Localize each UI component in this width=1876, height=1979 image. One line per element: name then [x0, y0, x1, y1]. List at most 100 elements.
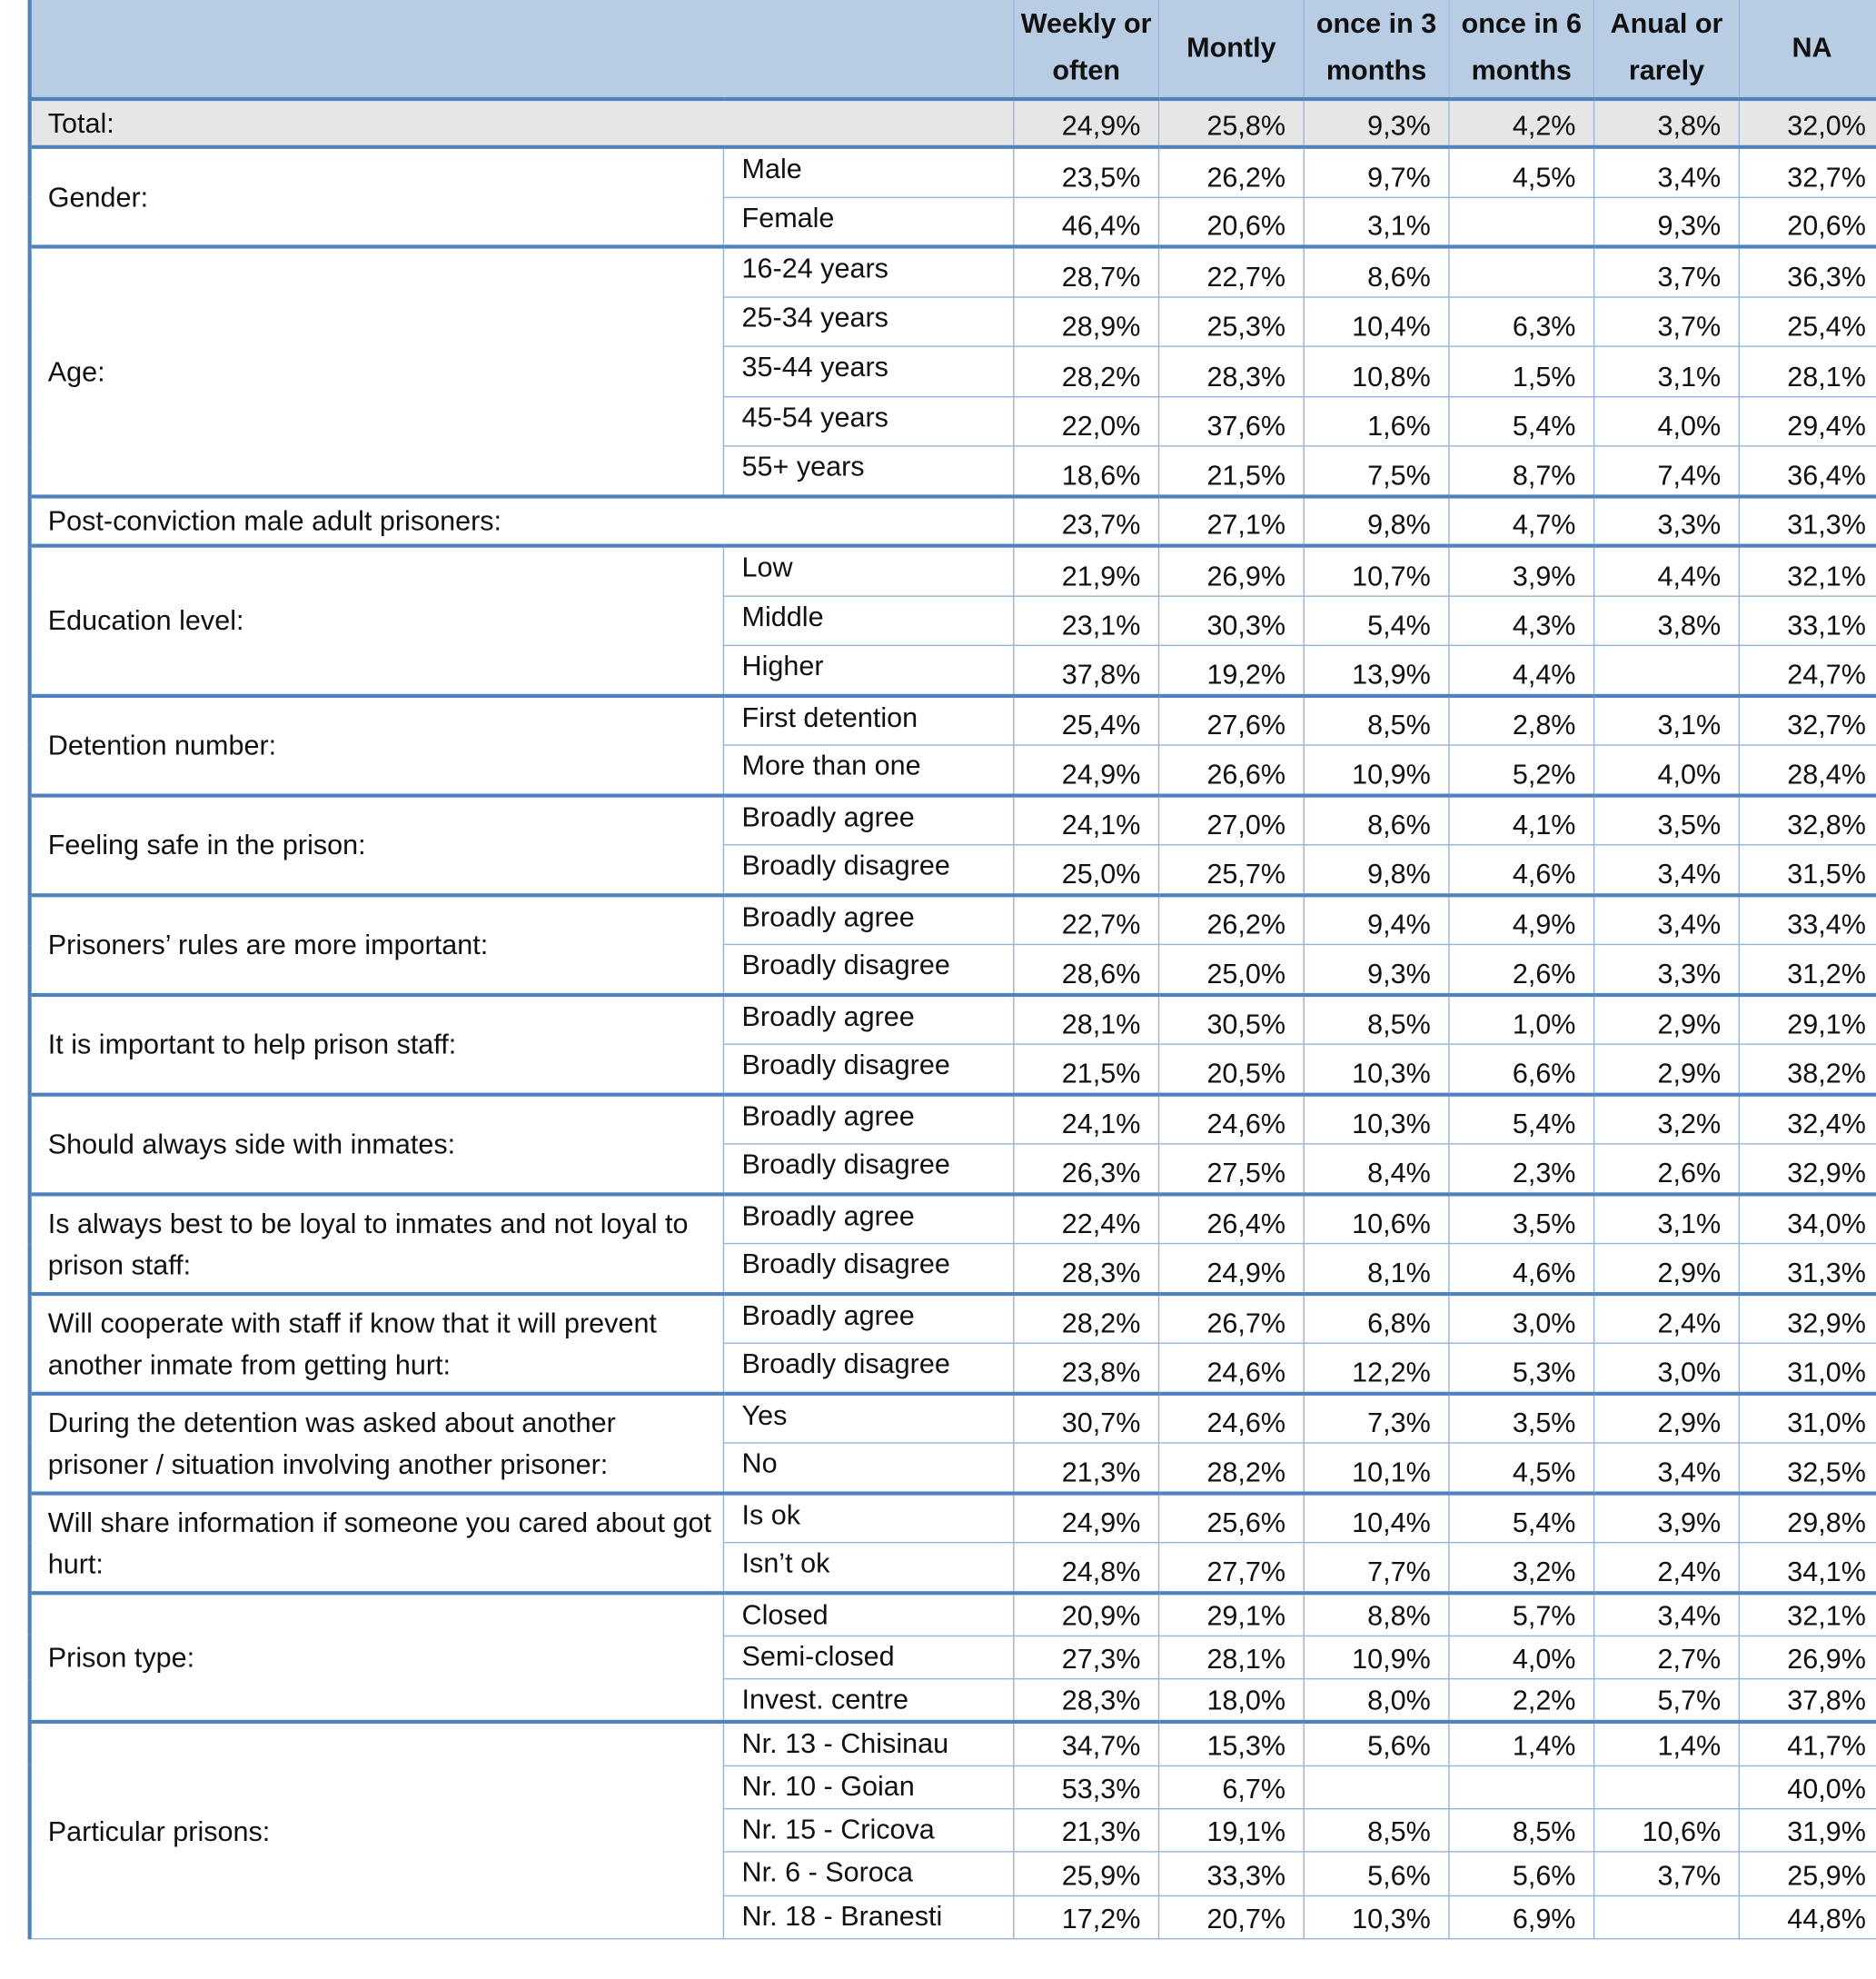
table-row: Nr. 10 - Goian 53,3% 6,7% 40,0%	[30, 1765, 1876, 1810]
value-cell: 25,6%	[1157, 1490, 1305, 1544]
value-cell: 31,0%	[1738, 1391, 1876, 1444]
value-cell: 34,7%	[1013, 1720, 1160, 1766]
value-cell: 24,9%	[1157, 1242, 1305, 1295]
value-cell: 2,4%	[1593, 1542, 1741, 1594]
value-cell: 28,2%	[1013, 1291, 1160, 1344]
value-cell: 3,7%	[1593, 244, 1741, 298]
value-cell: 27,1%	[1157, 493, 1305, 547]
value-cell: 22,7%	[1157, 244, 1305, 298]
value-cell: 25,3%	[1157, 295, 1305, 347]
value-cell: 23,1%	[1013, 594, 1160, 647]
value-cell: 24,7%	[1738, 644, 1876, 696]
value-cell: 7,3%	[1303, 1391, 1450, 1444]
group-label: Gender:	[27, 144, 725, 248]
value-cell: 17,2%	[1013, 1894, 1160, 1940]
table-row: Isn’t ok 24,8% 27,7% 7,7% 3,2% 2,4% 34,1%	[30, 1542, 1876, 1594]
value-cell: 10,4%	[1303, 295, 1450, 347]
value-cell: 3,7%	[1593, 1851, 1741, 1896]
value-cell: 4,3%	[1448, 594, 1595, 647]
table-row: Invest. centre 28,3% 18,0% 8,0% 2,2% 5,7% 37,8…	[30, 1678, 1876, 1724]
column-header: NA	[1738, 0, 1876, 102]
value-cell: 8,6%	[1303, 244, 1450, 298]
value-cell: 2,9%	[1593, 992, 1741, 1045]
value-cell: 5,3%	[1448, 1342, 1595, 1394]
value-cell: 3,8%	[1593, 594, 1741, 647]
value-cell: 37,6%	[1157, 395, 1305, 447]
value-cell: 24,9%	[1013, 96, 1160, 148]
value-cell: 38,2%	[1738, 1043, 1876, 1095]
value-cell: 12,2%	[1303, 1342, 1450, 1394]
group-label: Particular prisons:	[27, 1720, 725, 1940]
value-cell: 9,3%	[1593, 195, 1741, 248]
value-cell: 8,1%	[1303, 1242, 1450, 1295]
value-cell: 10,9%	[1303, 744, 1450, 796]
value-cell: 3,0%	[1593, 1342, 1741, 1394]
table-row: Should always side with inmates: Broadly …	[27, 1091, 1876, 1195]
value-cell: 4,4%	[1448, 644, 1595, 696]
row-label: Semi-closed	[722, 1635, 1015, 1680]
value-cell: 8,5%	[1303, 693, 1450, 746]
value-cell: 25,9%	[1013, 1851, 1160, 1896]
value-cell: 20,9%	[1013, 1590, 1160, 1636]
value-cell: 23,8%	[1013, 1342, 1160, 1394]
table-row: During the detention was asked about ano…	[27, 1391, 1876, 1494]
value-cell: 10,3%	[1303, 1091, 1450, 1145]
value-cell: 3,2%	[1448, 1542, 1595, 1594]
value-cell: 26,3%	[1013, 1143, 1160, 1195]
value-cell: 9,7%	[1303, 144, 1450, 198]
value-cell: 8,6%	[1303, 792, 1450, 846]
value-cell: 32,0%	[1738, 96, 1876, 148]
row-label: 55+ years	[722, 445, 1015, 497]
row-label: Is ok	[722, 1490, 1015, 1544]
value-cell: 4,7%	[1448, 493, 1595, 547]
row-label: Broadly disagree	[722, 1143, 1015, 1195]
value-cell: 8,8%	[1303, 1590, 1450, 1636]
table-row: Total: 24,9% 25,8% 9,3% 4,2% 3,8% 32,0%	[27, 96, 1876, 148]
row-label: Yes	[722, 1391, 1015, 1444]
value-cell: 32,1%	[1738, 543, 1876, 597]
value-cell	[1448, 195, 1595, 248]
table-row: More than one 24,9% 26,6% 10,9% 5,2% 4,0% 28,4…	[30, 744, 1876, 796]
value-cell: 28,4%	[1738, 744, 1876, 796]
value-cell: 8,7%	[1448, 445, 1595, 497]
value-cell: 5,4%	[1303, 594, 1450, 647]
value-cell: 40,0%	[1738, 1765, 1876, 1810]
table-row: Nr. 6 - Soroca 25,9% 33,3% 5,6% 5,6% 3,7% 25,9…	[30, 1851, 1876, 1896]
row-label: Nr. 13 - Chisinau	[722, 1720, 1015, 1766]
value-cell: 3,4%	[1593, 144, 1741, 198]
value-cell: 31,3%	[1738, 1242, 1876, 1295]
table-row: Prison type: Closed 20,9% 29,1% 8,8% 5,7% 3,4%…	[27, 1590, 1876, 1724]
value-cell: 26,9%	[1157, 543, 1305, 597]
value-cell: 26,2%	[1157, 144, 1305, 198]
value-cell: 22,0%	[1013, 395, 1160, 447]
data-table: Weekly or often Montly once in 3 months onc…	[27, 0, 1876, 1940]
value-cell: 4,2%	[1448, 96, 1595, 148]
value-cell: 7,7%	[1303, 1542, 1450, 1594]
value-cell: 18,0%	[1157, 1678, 1305, 1724]
value-cell: 25,8%	[1157, 96, 1305, 148]
value-cell: 5,7%	[1593, 1678, 1741, 1724]
value-cell: 3,8%	[1593, 96, 1741, 148]
value-cell: 27,6%	[1157, 693, 1305, 746]
value-cell: 3,3%	[1593, 493, 1741, 547]
value-cell: 8,4%	[1303, 1143, 1450, 1195]
row-label: Nr. 15 - Cricova	[722, 1807, 1015, 1854]
row-label: Broadly disagree	[722, 1043, 1015, 1095]
value-cell: 19,2%	[1157, 644, 1305, 696]
table-row: Post-conviction male adult prisoners: 23,…	[27, 493, 1876, 547]
value-cell: 31,9%	[1738, 1807, 1876, 1854]
value-cell: 25,7%	[1157, 844, 1305, 896]
value-cell: 27,3%	[1013, 1635, 1160, 1680]
value-cell: 28,1%	[1157, 1635, 1305, 1680]
value-cell: 5,6%	[1448, 1851, 1595, 1896]
table-row: Higher 37,8% 19,2% 13,9% 4,4% 24,7%	[30, 644, 1876, 696]
column-header: Montly	[1157, 0, 1305, 102]
value-cell: 27,0%	[1157, 792, 1305, 846]
value-cell: 26,4%	[1157, 1191, 1305, 1245]
row-label: Broadly disagree	[722, 1242, 1015, 1295]
row-label: Broadly agree	[722, 1191, 1015, 1245]
value-cell: 29,4%	[1738, 395, 1876, 447]
value-cell: 32,5%	[1738, 1442, 1876, 1494]
value-cell: 2,9%	[1593, 1242, 1741, 1295]
